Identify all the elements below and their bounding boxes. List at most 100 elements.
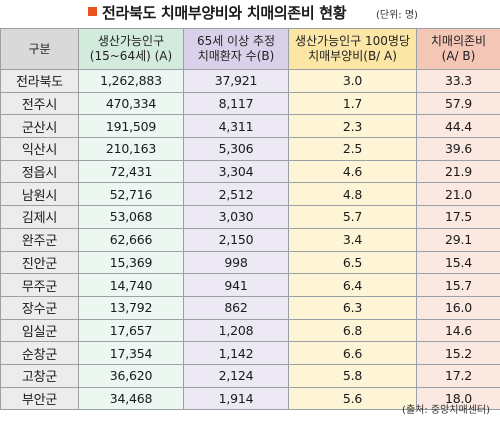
cell-population: 14,740 [78,273,184,297]
cell-patients: 1,142 [183,341,289,365]
cell-support-ratio: 6.8 [288,318,417,343]
cell-population: 191,509 [78,114,184,139]
cell-region: 정읍시 [0,159,79,184]
cell-patients: 1,914 [183,386,289,411]
cell-support-ratio: 4.6 [288,159,417,184]
header-support-ratio: 생산가능인구 100명당 치매부양비(B/ A) [288,28,417,70]
cell-population: 13,792 [78,295,184,320]
cell-population: 53,068 [78,205,184,229]
cell-support-ratio: 5.8 [288,363,417,388]
square-bullet-icon [88,7,97,16]
header-ratio-line2: 치매부양비(B/ A) [308,49,397,63]
cell-support-ratio: 5.7 [288,205,417,229]
cell-region: 김제시 [0,205,79,229]
cell-dependency-ratio: 39.6 [416,137,500,161]
cell-support-ratio: 1.7 [288,91,417,116]
header-patients-line1: 65세 이상 추정 [196,34,276,48]
cell-patients: 37,921 [183,69,289,93]
source-note: (출처: 중앙치매센터) [402,405,490,416]
cell-dependency-ratio: 17.5 [416,205,500,229]
cell-patients: 2,124 [183,363,289,388]
table-row: 익산시 210,163 5,306 2.5 39.6 [0,137,500,161]
cell-region: 남원시 [0,182,79,207]
table-row: 전라북도 1,262,883 37,921 3.0 33.3 [0,69,500,93]
page-title: 전라북도 치매부양비와 치매의존비 현황 [102,4,347,22]
cell-patients: 998 [183,250,289,275]
cell-region: 진안군 [0,250,79,275]
header-gu: 구분 [0,28,79,70]
header-ratio-line1: 생산가능인구 100명당 [294,34,411,48]
cell-support-ratio: 5.6 [288,386,417,411]
cell-patients: 2,150 [183,227,289,252]
cell-region: 전라북도 [0,69,79,93]
cell-dependency-ratio: 15.2 [416,341,500,365]
table-row: 임실군 17,657 1,208 6.8 14.6 [0,318,500,343]
header-gu-label: 구분 [28,41,51,56]
cell-patients: 941 [183,273,289,297]
header-pop-line1: 생산가능인구 [97,34,165,48]
cell-dependency-ratio: 29.1 [416,227,500,252]
cell-population: 34,468 [78,386,184,411]
cell-patients: 8,117 [183,91,289,116]
cell-region: 무주군 [0,273,79,297]
cell-region: 임실군 [0,318,79,343]
cell-population: 72,431 [78,159,184,184]
cell-dependency-ratio: 33.3 [416,69,500,93]
cell-support-ratio: 6.3 [288,295,417,320]
table-header: 구분 생산가능인구 (15~64세) (A) 65세 이상 추정 치매환자 수(… [0,28,500,70]
unit-label: (단위: 명) [376,10,418,21]
table-row: 완주군 62,666 2,150 3.4 29.1 [0,227,500,252]
cell-region: 익산시 [0,137,79,161]
table-row: 장수군 13,792 862 6.3 16.0 [0,295,500,320]
table-row: 정읍시 72,431 3,304 4.6 21.9 [0,159,500,184]
table-row: 김제시 53,068 3,030 5.7 17.5 [0,205,500,229]
cell-patients: 862 [183,295,289,320]
cell-dependency-ratio: 21.0 [416,182,500,207]
cell-patients: 3,304 [183,159,289,184]
cell-dependency-ratio: 44.4 [416,114,500,139]
cell-region: 군산시 [0,114,79,139]
header-pop-line2: (15~64세) (A) [89,49,173,63]
cell-patients: 4,311 [183,114,289,139]
table-row: 군산시 191,509 4,311 2.3 44.4 [0,114,500,139]
cell-population: 1,262,883 [78,69,184,93]
cell-patients: 3,030 [183,205,289,229]
title-row: 전라북도 치매부양비와 치매의존비 현황 (단위: 명) [0,0,500,28]
table-row: 순창군 17,354 1,142 6.6 15.2 [0,341,500,365]
cell-population: 15,369 [78,250,184,275]
cell-dependency-ratio: 57.9 [416,91,500,116]
cell-support-ratio: 6.5 [288,250,417,275]
cell-support-ratio: 2.5 [288,137,417,161]
cell-population: 52,716 [78,182,184,207]
header-patients-line2: 치매환자 수(B) [197,49,275,63]
cell-support-ratio: 3.4 [288,227,417,252]
cell-dependency-ratio: 15.4 [416,250,500,275]
table-body: 전라북도 1,262,883 37,921 3.0 33.3 전주시 470,3… [0,69,500,411]
header-row: 구분 생산가능인구 (15~64세) (A) 65세 이상 추정 치매환자 수(… [0,28,500,70]
header-working-age-population: 생산가능인구 (15~64세) (A) [78,28,184,70]
cell-population: 470,334 [78,91,184,116]
table-row: 전주시 470,334 8,117 1.7 57.9 [0,91,500,116]
cell-patients: 2,512 [183,182,289,207]
table-row: 무주군 14,740 941 6.4 15.7 [0,273,500,297]
header-dep-line1: 치매의존비 [430,34,487,48]
cell-support-ratio: 2.3 [288,114,417,139]
cell-region: 장수군 [0,295,79,320]
cell-population: 62,666 [78,227,184,252]
cell-region: 전주시 [0,91,79,116]
cell-support-ratio: 4.8 [288,182,417,207]
header-dependency-ratio: 치매의존비 (A/ B) [416,28,500,70]
table-row: 진안군 15,369 998 6.5 15.4 [0,250,500,275]
cell-support-ratio: 6.4 [288,273,417,297]
cell-population: 36,620 [78,363,184,388]
cell-support-ratio: 3.0 [288,69,417,93]
cell-patients: 5,306 [183,137,289,161]
dementia-stats-table: 구분 생산가능인구 (15~64세) (A) 65세 이상 추정 치매환자 수(… [0,28,500,411]
cell-dependency-ratio: 15.7 [416,273,500,297]
cell-region: 부안군 [0,386,79,411]
cell-support-ratio: 6.6 [288,341,417,365]
cell-population: 17,354 [78,341,184,365]
table-row: 남원시 52,716 2,512 4.8 21.0 [0,182,500,207]
cell-region: 순창군 [0,341,79,365]
